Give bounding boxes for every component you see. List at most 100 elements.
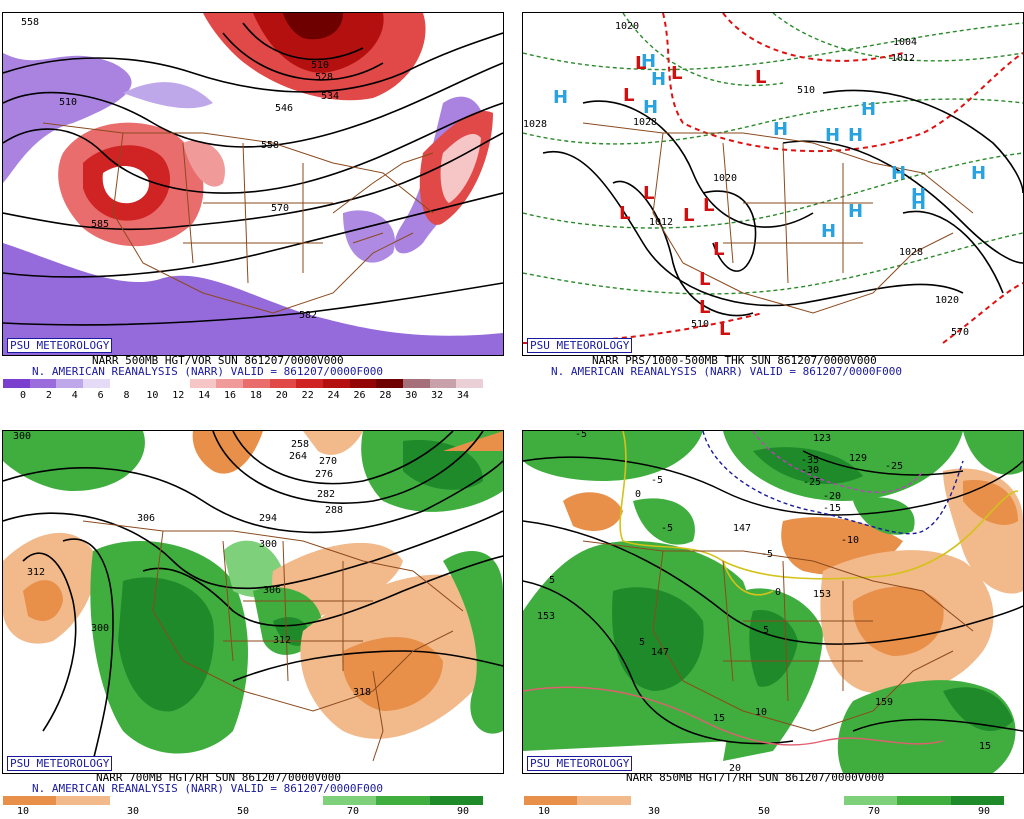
colorbar-swatch: [950, 796, 1004, 805]
colorbar-swatch: [162, 796, 217, 805]
colorbar-swatch: [737, 796, 791, 805]
contour-label: 546: [275, 103, 293, 114]
colorbar-swatch: [376, 796, 430, 805]
contour-label: 570: [271, 203, 289, 214]
low-pressure-marker: L: [713, 239, 724, 260]
contour-label: 1028: [633, 117, 657, 128]
contour-label: 510: [59, 97, 77, 108]
high-pressure-marker: H: [651, 69, 666, 90]
high-pressure-marker: H: [821, 221, 836, 242]
colorbar-swatch: [296, 379, 324, 388]
contour-label: 558: [21, 17, 39, 28]
colorbar-tick-label: 22: [301, 390, 314, 401]
temperature-label: -5: [651, 475, 663, 486]
contour-label: 528: [315, 72, 333, 83]
contour-label: 318: [353, 687, 371, 698]
panel-caption-line2: N. AMERICAN REANALYSIS (NARR) VALID = 86…: [551, 365, 902, 378]
high-pressure-marker: H: [911, 193, 926, 214]
colorbar-tick-label: 6: [97, 390, 104, 401]
temperature-label: 5: [549, 575, 555, 586]
temperature-label: -5: [761, 549, 773, 560]
contour-label: 153: [813, 589, 831, 600]
panel-caption-line1: NARR 500MB HGT/VOR SUN 861207/0000V000: [92, 354, 344, 367]
contour-label: 1020: [935, 295, 959, 306]
colorbar-swatch: [83, 379, 110, 388]
contour-label: 147: [651, 647, 669, 658]
colorbar-swatch: [56, 379, 84, 388]
colorbar-tick-label: 28: [379, 390, 392, 401]
colorbar-tick-label: 2: [45, 390, 52, 401]
colorbar-tick-label: 70: [346, 806, 360, 817]
contour-label: 306: [137, 513, 155, 524]
low-pressure-marker: L: [683, 205, 694, 226]
contour-label: 510: [797, 85, 815, 96]
colorbar-swatch: [163, 379, 190, 388]
contour-label: 258: [291, 439, 309, 450]
high-pressure-marker: H: [773, 119, 788, 140]
contour-label: 264: [289, 451, 307, 462]
colorbar-swatch: [403, 379, 430, 388]
contour-label: 270: [319, 456, 337, 467]
map-850mb: 123 129 153 153 147 147 159 -35 -30 -25 …: [523, 431, 1023, 773]
colorbar-tick-label: 50: [757, 806, 771, 817]
colorbar-swatch: [109, 796, 163, 805]
colorbar-tick-label: 18: [249, 390, 262, 401]
contour-label: 159: [875, 697, 893, 708]
colorbar-swatch: [683, 796, 738, 805]
temperature-label: 5: [763, 625, 769, 636]
colorbar-swatch: [322, 796, 377, 805]
contour-label: 306: [263, 585, 281, 596]
high-pressure-marker: H: [553, 87, 568, 108]
colorbar-swatch: [216, 379, 244, 388]
colorbar-swatch: [136, 379, 164, 388]
contour-label: 300: [259, 539, 277, 550]
low-pressure-marker: L: [643, 183, 654, 204]
contour-label: 129: [849, 453, 867, 464]
colorbar-swatch: [577, 796, 631, 805]
temperature-label: 15: [713, 713, 725, 724]
contour-label: 294: [259, 513, 277, 524]
low-pressure-marker: L: [635, 53, 646, 74]
contour-label: 300: [13, 431, 31, 442]
colorbar-swatch: [349, 379, 377, 388]
colorbar-tick-label: 24: [327, 390, 340, 401]
contour-label: 1012: [649, 217, 673, 228]
humidity-colorbar: [3, 796, 483, 805]
psu-meteorology-badge: PSU METEOROLOGY: [527, 756, 633, 771]
contour-label: 1020: [713, 173, 737, 184]
high-pressure-marker: H: [848, 201, 863, 222]
panel-caption-line1: NARR 700MB HGT/RH SUN 861207/0000V000: [96, 771, 342, 784]
vorticity-colorbar: [3, 379, 484, 388]
low-pressure-marker: L: [671, 63, 682, 84]
high-pressure-marker: H: [848, 125, 863, 146]
contour-label: 300: [91, 623, 109, 634]
map-700mb: 300 258 264 270 276 282 288 294 300 306 …: [3, 431, 503, 762]
colorbar-tick-label: 16: [224, 390, 237, 401]
high-pressure-marker: H: [891, 163, 906, 184]
colorbar-swatch: [3, 379, 30, 388]
low-pressure-marker: L: [699, 269, 710, 290]
colorbar-swatch: [429, 796, 483, 805]
panel-caption-line1: NARR 850MB HGT/T/RH SUN 861207/0000V000: [626, 771, 885, 784]
colorbar-swatch: [790, 796, 844, 805]
colorbar-swatch: [269, 796, 323, 805]
psu-meteorology-badge: PSU METEOROLOGY: [7, 756, 113, 771]
psu-meteorology-badge: PSU METEOROLOGY: [7, 338, 113, 353]
colorbar-swatch: [376, 379, 404, 388]
temperature-label: -20: [823, 491, 841, 502]
panel-caption-line1: NARR PRS/1000-500MB THK SUN 861207/0000V…: [592, 354, 877, 367]
colorbar-tick-label: 4: [71, 390, 78, 401]
contour-label: 282: [317, 489, 335, 500]
low-pressure-marker: L: [619, 203, 630, 224]
temperature-label: 5: [639, 637, 645, 648]
colorbar-swatch: [189, 379, 217, 388]
colorbar-tick-label: 26: [353, 390, 366, 401]
high-pressure-marker: H: [911, 185, 926, 206]
contour-label: 288: [325, 505, 343, 516]
colorbar-swatch: [630, 796, 684, 805]
contour-label: 1028: [899, 247, 923, 258]
colorbar-swatch: [843, 796, 898, 805]
temperature-label: -30: [801, 465, 819, 476]
temperature-label: 0: [635, 489, 641, 500]
high-pressure-marker: H: [641, 51, 656, 72]
